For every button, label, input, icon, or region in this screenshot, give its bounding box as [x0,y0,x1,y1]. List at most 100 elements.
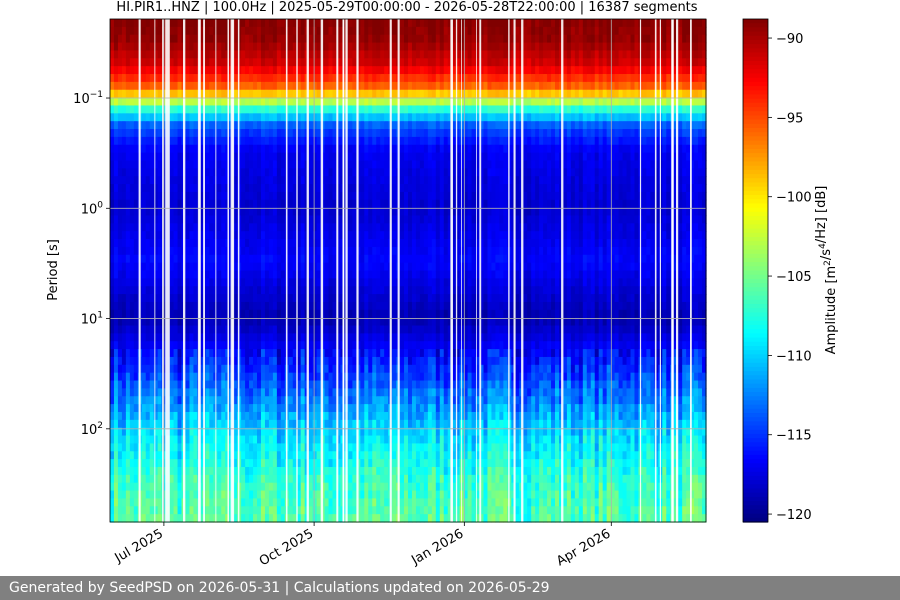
heatmap-cell [408,184,413,193]
heatmap-cell [328,74,334,83]
heatmap-cell [356,160,361,169]
heatmap-cell [276,372,282,382]
heatmap-cell [209,349,214,358]
heatmap-cell [173,270,179,279]
heatmap-cell [125,301,131,311]
heatmap-cell [157,482,163,492]
heatmap-cell [209,34,214,44]
heatmap-cell [296,19,302,28]
heatmap-cell [296,364,302,374]
heatmap-cell [411,262,417,272]
heatmap-cell [384,459,389,468]
heatmap-cell [268,215,274,224]
heatmap-cell [217,89,222,99]
heatmap-cell [411,66,417,75]
heatmap-cell [312,215,318,224]
heatmap-cell [189,317,195,327]
heatmap-cell [276,451,282,460]
heatmap-cell [264,26,270,36]
heatmap-cell [110,168,115,177]
heatmap-cell [121,356,127,366]
heatmap-cell [308,254,314,264]
heatmap-cell [352,490,357,500]
heatmap-cell [276,380,282,389]
heatmap-cell [376,105,381,114]
heatmap-cell [153,286,159,295]
heatmap-cell [292,34,298,44]
heatmap-cell [288,490,294,500]
heatmap-cell [324,136,330,146]
heatmap-cell [237,341,242,350]
heatmap-cell [408,239,413,248]
heatmap-cell [376,451,381,460]
heatmap-cell [332,443,338,452]
heatmap-cell [173,490,179,500]
heatmap-cell [264,427,270,437]
heatmap-cell [312,50,318,59]
heatmap-cell [411,26,417,36]
heatmap-cell [260,160,266,169]
heatmap-cell [209,144,214,154]
heatmap-cell [376,26,381,36]
heatmap-cell [110,231,115,240]
heatmap-cell [217,286,222,295]
heatmap-cell [312,459,318,468]
heatmap-cell [312,411,318,421]
heatmap-cell [411,215,417,224]
heatmap-cell [308,160,314,169]
heatmap-cell [296,199,302,209]
heatmap-cell [189,19,195,28]
heatmap-cell [268,254,274,264]
heatmap-cell [173,309,179,319]
heatmap-cell [185,129,191,138]
heatmap-cell [141,223,147,232]
heatmap-cell [245,239,250,248]
heatmap-cell [145,451,151,460]
heatmap-cell [177,42,183,52]
heatmap-cell [392,396,397,405]
heatmap-cell [280,294,286,303]
heatmap-cell [110,254,115,264]
heatmap-cell [221,191,226,201]
heatmap-cell [125,459,131,468]
heatmap-cell [153,113,159,122]
heatmap-cell [332,341,338,350]
heatmap-cell [411,490,417,500]
heatmap-cell [411,270,417,279]
heatmap-cell [328,301,334,311]
heatmap-cell [145,333,151,342]
heatmap-cell [356,325,361,334]
heatmap-cell [280,207,286,217]
heatmap-cell [217,246,222,256]
heatmap-cell [415,89,421,99]
heatmap-cell [241,435,246,445]
heatmap-cell [376,74,381,83]
heatmap-cell [276,490,282,500]
heatmap-cell [249,136,254,146]
heatmap-cell [233,325,238,334]
heatmap-cell [332,364,338,374]
heatmap-cell [376,419,381,429]
heatmap-cell [173,74,179,83]
heatmap-cell [380,105,385,114]
heatmap-cell [332,270,338,279]
heatmap-cell [308,333,314,342]
heatmap-cell [372,42,377,52]
heatmap-cell [125,435,131,445]
heatmap-cell [133,466,139,476]
heatmap-cell [133,427,139,437]
heatmap-cell [328,514,334,523]
heatmap-cell [141,364,147,374]
heatmap-cell [173,419,179,429]
heatmap-cell [368,506,373,515]
heatmap-cell [380,380,385,389]
heatmap-cell [384,207,389,217]
heatmap-cell [145,404,151,413]
heatmap-cell [364,168,369,177]
heatmap-cell [241,396,246,405]
heatmap-cell [264,105,270,114]
heatmap-cell [348,498,353,507]
heatmap-cell [141,89,147,99]
heatmap-cell [292,498,298,507]
heatmap-cell [400,97,405,107]
